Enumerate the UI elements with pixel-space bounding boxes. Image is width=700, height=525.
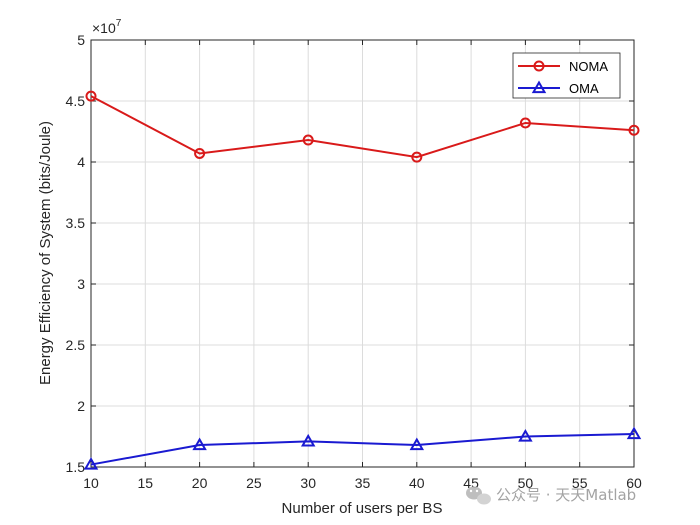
x-tick-label: 40 — [409, 475, 425, 491]
data-point-oma — [626, 426, 642, 440]
data-point-oma — [518, 428, 533, 442]
x-tick-label: 55 — [572, 475, 588, 491]
data-point-oma — [192, 437, 207, 451]
data-point-noma — [411, 151, 423, 163]
legend-label-noma: NOMA — [569, 59, 608, 74]
watermark-text: 公众号 · 天天Matlab — [496, 486, 636, 504]
data-point-oma — [409, 437, 425, 451]
legend-marker-oma — [531, 80, 547, 94]
y-tick-label: 2 — [77, 398, 85, 414]
series-noma — [85, 90, 640, 163]
data-point-oma — [300, 433, 316, 447]
data-point-noma — [519, 117, 531, 129]
y-exponent: ×107 — [92, 18, 122, 36]
series-group — [83, 90, 642, 470]
legend-marker-noma — [533, 60, 545, 72]
legend-label-oma: OMA — [569, 81, 599, 96]
watermark: 公众号 · 天天Matlab — [466, 486, 636, 505]
y-tick-label: 1.5 — [66, 459, 86, 475]
series-oma — [83, 426, 642, 470]
data-point-noma — [302, 134, 314, 146]
data-point-oma — [83, 457, 99, 470]
data-point-noma — [628, 124, 640, 136]
wechat-icon — [466, 486, 491, 505]
x-tick-label: 20 — [192, 475, 208, 491]
series-line-noma — [90, 95, 635, 159]
y-tick-label: 4.5 — [66, 93, 86, 109]
data-point-noma — [85, 90, 97, 102]
y-axis-label: Energy Efficiency of System (bits/Joule) — [37, 121, 54, 385]
series-line-oma — [90, 433, 635, 466]
x-tick-label: 25 — [246, 475, 262, 491]
y-tick-label: 4 — [77, 154, 85, 170]
y-tick-label: 5 — [77, 32, 85, 48]
x-tick-label: 50 — [518, 475, 534, 491]
x-tick-label: 30 — [300, 475, 316, 491]
legend: NOMA OMA — [512, 52, 621, 99]
y-tick-label: 3.5 — [66, 215, 86, 231]
data-point-noma — [194, 147, 206, 159]
x-tick-label: 35 — [355, 475, 371, 491]
x-tick-label: 10 — [83, 475, 99, 491]
ticks: 10 15 20 25 30 35 40 45 50 55 601.522.533.544.55 — [66, 32, 642, 491]
y-tick-label: 2.5 — [66, 337, 86, 353]
x-axis-label: Number of users per BS — [282, 500, 443, 517]
x-tick-label: 60 — [626, 475, 642, 491]
legend-box — [512, 52, 621, 99]
y-tick-label: 3 — [77, 276, 85, 292]
x-tick-label: 15 — [138, 475, 154, 491]
